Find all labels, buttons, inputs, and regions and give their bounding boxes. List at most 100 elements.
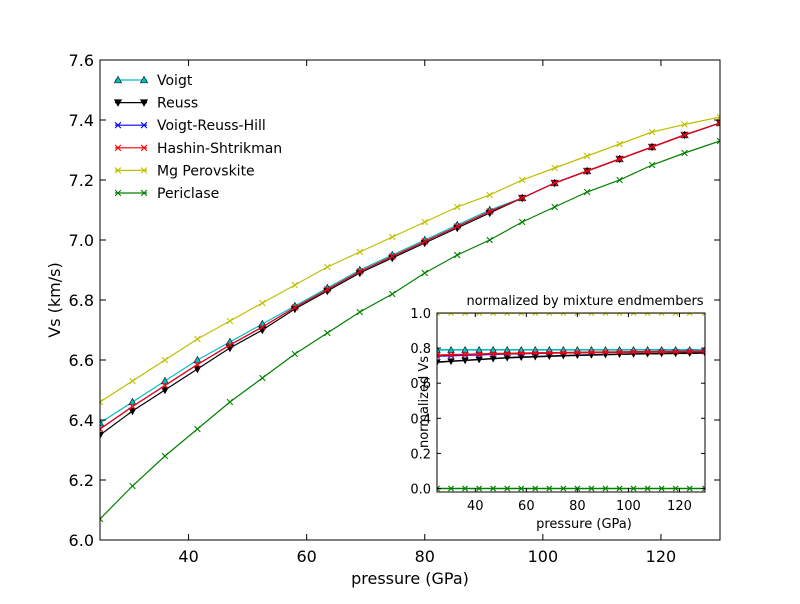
main-point-voigt — [128, 397, 137, 406]
main-x-tick-label: 80 — [415, 547, 435, 566]
inset-y-tick-label: 0.4 — [410, 412, 431, 427]
inset-y-tick-label: 0.8 — [410, 342, 431, 357]
inset-point-hashin-shtrikman — [560, 349, 567, 356]
main-point-hashin-shtrikman — [291, 304, 299, 311]
main-point-mg-perovskite — [324, 263, 331, 271]
main-y-ticks: 6.0 6.2 6.4 6.6 6.8 7.0 7.2 7.4 7.6 — [69, 51, 720, 550]
inset-point-mg-perovskite — [644, 313, 651, 316]
inset-x-tick-label: 80 — [569, 499, 586, 514]
inset-point-periclase — [658, 485, 665, 492]
inset-y-tick-label: 1.0 — [410, 307, 431, 322]
inset-title: normalized by mixture endmembers — [466, 294, 703, 309]
main-point-periclase — [259, 374, 266, 382]
inset-point-periclase — [588, 485, 595, 492]
main-point-mg-perovskite — [583, 152, 591, 160]
inset-x-tick-label: 40 — [467, 499, 484, 514]
inset-point-periclase — [560, 485, 567, 492]
inset-point-periclase — [462, 485, 469, 492]
main-point-periclase — [486, 236, 493, 244]
inset-point-periclase — [532, 485, 539, 492]
main-point-periclase — [356, 308, 364, 316]
legend-label-periclase: Periclase — [157, 186, 219, 202]
inset-point-mg-perovskite — [437, 313, 440, 316]
inset-plot-area: 40 60 80 100 120 0.0 0.2 0.4 0.6 0.8 1.0 normaliz… — [410, 294, 706, 532]
inset-point-mg-perovskite — [476, 313, 483, 316]
main-series-line-hashin-shtrikman — [100, 122, 720, 430]
legend-marker-voigt — [113, 75, 123, 84]
main-point-hashin-shtrikman — [259, 323, 266, 331]
main-point-mg-perovskite — [100, 398, 104, 406]
inset-point-hashin-shtrikman — [588, 349, 595, 356]
inset-point-voigt — [475, 346, 483, 353]
inset-plot-background — [437, 313, 705, 492]
inset-point-hashin-shtrikman — [546, 349, 553, 356]
main-y-tick-label: 6.6 — [69, 351, 94, 370]
legend-marker-reuss — [139, 99, 149, 107]
inset-point-mg-perovskite — [504, 313, 511, 316]
inset-x-ticks: 40 60 80 100 120 — [467, 313, 692, 514]
inset-point-periclase — [546, 485, 553, 492]
main-point-periclase — [421, 269, 429, 277]
main-y-tick-label: 7.0 — [69, 231, 94, 250]
legend-marker-mg-perovskite — [140, 167, 148, 174]
main-x-tick-label: 40 — [178, 547, 198, 566]
inset-y-axis-label: normalized Vs — [417, 356, 432, 448]
main-point-hashin-shtrikman — [389, 253, 396, 260]
inset-x-axis-label: pressure (GPa) — [536, 517, 632, 532]
main-y-tick-label: 6.4 — [69, 411, 94, 430]
inset-point-hashin-shtrikman — [644, 349, 651, 355]
inset-point-periclase — [602, 485, 609, 492]
main-point-hashin-shtrikman — [518, 194, 526, 202]
inset-series-group — [437, 313, 705, 492]
legend-marker-periclase — [140, 189, 148, 197]
main-point-hashin-shtrikman — [356, 268, 364, 275]
main-point-periclase — [648, 161, 656, 169]
main-point-periclase — [100, 515, 104, 523]
legend-marker-voigt — [139, 75, 149, 84]
main-point-mg-perovskite — [226, 317, 234, 325]
inset-series-line-hashin-shtrikman — [437, 350, 705, 356]
inset-point-mg-perovskite — [490, 313, 497, 316]
inset-point-mg-perovskite — [462, 313, 469, 316]
main-point-voigt — [160, 376, 170, 385]
inset-point-voigt — [503, 346, 511, 353]
inset-point-periclase — [437, 485, 440, 492]
legend-label-voigt-reuss-hill: Voigt-Reuss-Hill — [157, 118, 266, 134]
main-point-hashin-shtrikman — [486, 208, 493, 215]
inset-point-reuss — [447, 358, 455, 366]
main-point-periclase — [389, 290, 396, 298]
inset-point-periclase — [490, 485, 497, 492]
main-point-hashin-shtrikman — [194, 361, 201, 368]
legend-marker-voigt-reuss-hill — [140, 121, 148, 129]
inset-point-mg-perovskite — [574, 313, 581, 316]
inset-point-mg-perovskite — [588, 313, 595, 316]
inset-point-hashin-shtrikman — [574, 349, 581, 356]
main-point-mg-perovskite — [129, 377, 136, 385]
main-point-hashin-shtrikman — [583, 167, 591, 175]
inset-point-reuss — [475, 356, 483, 364]
inset-point-periclase — [702, 485, 705, 492]
inset-point-voigt — [489, 346, 497, 353]
inset-point-hashin-shtrikman — [630, 349, 637, 355]
main-point-mg-perovskite — [453, 203, 461, 211]
main-y-tick-label: 6.0 — [69, 531, 94, 550]
inset-point-voigt — [447, 346, 455, 353]
main-point-hashin-shtrikman — [161, 382, 169, 389]
main-x-axis-label: pressure (GPa) — [351, 569, 469, 588]
legend-marker-reuss — [113, 99, 123, 107]
main-point-hashin-shtrikman — [551, 179, 558, 187]
inset-point-mg-perovskite — [616, 313, 623, 316]
main-point-mg-perovskite — [356, 248, 364, 256]
inset-y-tick-label: 0.2 — [410, 447, 431, 462]
inset-point-hashin-shtrikman — [490, 350, 497, 357]
inset-point-hashin-shtrikman — [462, 351, 469, 358]
main-point-hashin-shtrikman — [716, 119, 720, 127]
inset-point-reuss — [461, 357, 469, 365]
inset-point-mg-perovskite — [448, 313, 454, 316]
main-point-mg-perovskite — [648, 128, 656, 136]
main-y-tick-label: 7.6 — [69, 51, 94, 70]
inset-point-periclase — [518, 485, 525, 492]
main-y-axis-label: Vs (km/s) — [45, 262, 64, 337]
main-point-reuss — [193, 365, 202, 374]
